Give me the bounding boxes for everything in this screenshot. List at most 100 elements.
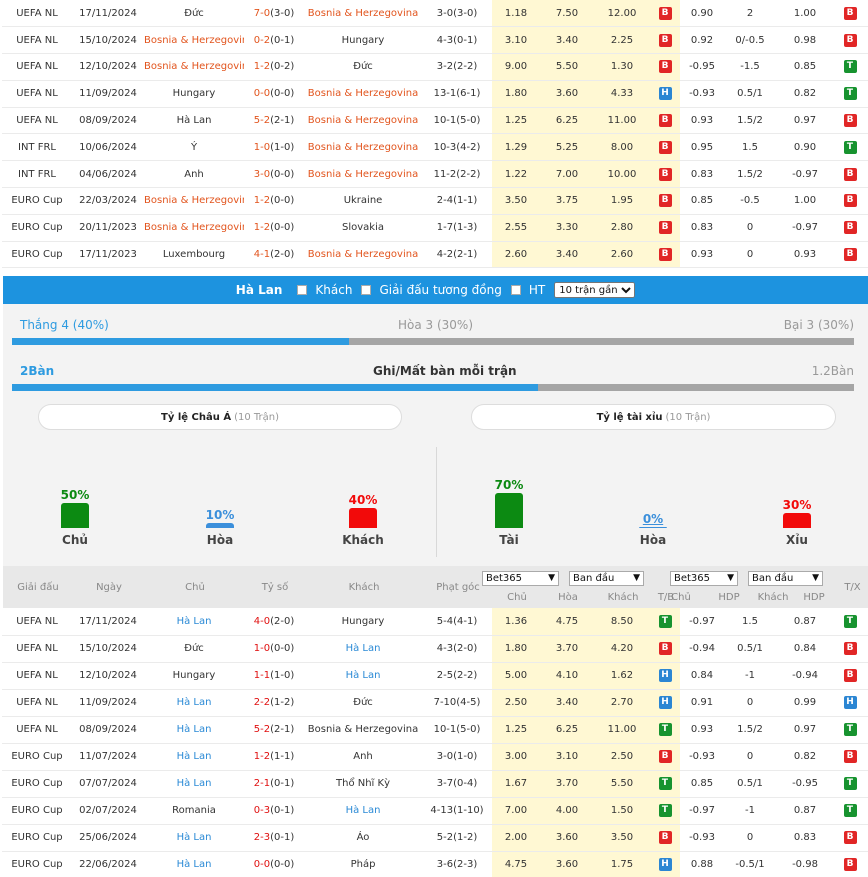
away-team-link[interactable]: Đức	[304, 53, 422, 81]
table-row[interactable]: EURO Cup 22/06/2024 Hà Lan 0-0(0-0) Pháp 3-6(…	[2, 851, 868, 877]
home-team-link[interactable]: Hà Lan	[144, 770, 244, 798]
score-cell: 0-0(0-0)	[244, 851, 304, 877]
score-cell: 1-2(0-0)	[244, 187, 304, 215]
ht-checkbox[interactable]	[510, 285, 521, 295]
home-team-link[interactable]: Bosnia & Herzegovina	[144, 26, 244, 55]
column-percent: 70%	[494, 478, 524, 492]
same-league-checkbox-label: Giải đấu tương đồng	[379, 283, 502, 297]
hdr-home: Chủ	[185, 582, 205, 593]
table-row[interactable]: EURO Cup 25/06/2024 Hà Lan 2-3(0-1) Áo 5-2(1-…	[2, 824, 868, 852]
odds-type-select-2[interactable]: Ban đầu ▼	[748, 571, 823, 586]
half-time-score: (2-0)	[270, 615, 295, 627]
odds-result-badge: B	[650, 743, 680, 771]
hdp-line-cell: 0.5/1	[724, 635, 776, 663]
away-team-link[interactable]: Bosnia & Herzegovina	[304, 241, 422, 269]
full-time-score: 0-2	[253, 34, 271, 46]
result-badge: B	[658, 60, 672, 74]
home-team-link[interactable]: Hà Lan	[144, 851, 244, 877]
away-team-link[interactable]: Bosnia & Herzegovina	[304, 107, 422, 135]
league-cell: UEFA NL	[2, 662, 72, 690]
table-row[interactable]: EURO Cup 22/03/2024 Bosnia & Herzegovina 1-…	[2, 187, 868, 215]
away-team-link[interactable]: Hà Lan	[304, 662, 422, 690]
odds-home-cell: 2.50	[492, 689, 540, 717]
score-cell: 1-1(1-0)	[244, 662, 304, 690]
home-team-link[interactable]: Hà Lan	[144, 689, 244, 717]
home-team-link[interactable]: Anh	[144, 160, 244, 189]
away-team-link[interactable]: Bosnia & Herzegovina	[304, 133, 422, 162]
away-team-link[interactable]: Bosnia & Herzegovina	[304, 160, 422, 189]
table-row[interactable]: UEFA NL 15/10/2024 Bosnia & Herzegovina 0-2…	[2, 26, 868, 55]
recent-matches-select[interactable]: 10 trận gần	[554, 282, 636, 298]
table-row[interactable]: UEFA NL 11/09/2024 Hà Lan 2-2(1-2) Đức 7-10(4…	[2, 689, 868, 717]
home-team-link[interactable]: Bosnia & Herzegovina	[144, 187, 244, 215]
away-team-link[interactable]: Hungary	[304, 26, 422, 55]
home-team-link[interactable]: Hà Lan	[144, 608, 244, 636]
hdp-result-badge: B	[834, 0, 866, 28]
hdp-home-cell: 0.90	[680, 0, 724, 28]
corner-cell: 3-0(3-0)	[422, 0, 492, 28]
home-team-link[interactable]: Hà Lan	[144, 107, 244, 135]
table-row[interactable]: INT FRL 04/06/2024 Anh 3-0(0-0) Bosnia & Her…	[2, 160, 868, 189]
home-team-link[interactable]: Đức	[144, 635, 244, 663]
home-team-link[interactable]: Bosnia & Herzegovina	[144, 214, 244, 242]
league-cell: EURO Cup	[2, 743, 72, 771]
odds-type-select-1[interactable]: Ban đầu ▼	[569, 571, 644, 586]
table-row[interactable]: UEFA NL 15/10/2024 Đức 1-0(0-0) Hà Lan 4-3(2-…	[2, 635, 868, 663]
table-row[interactable]: EURO Cup 07/07/2024 Hà Lan 2-1(0-1) Thổ Nhĩ …	[2, 770, 868, 798]
stats-panel	[3, 304, 868, 566]
away-team-link[interactable]: Bosnia & Herzegovina	[304, 0, 422, 28]
same-league-checkbox[interactable]	[361, 285, 372, 295]
table-row[interactable]: UEFA NL 17/11/2024 Đức 7-0(3-0) Bosnia & Her…	[2, 0, 868, 28]
away-team-link[interactable]: Thổ Nhĩ Kỳ	[304, 770, 422, 798]
hdp-result-badge: B	[834, 824, 866, 852]
result-badge: H	[658, 87, 672, 101]
away-team-link[interactable]: Anh	[304, 743, 422, 771]
home-team-link[interactable]: Hà Lan	[144, 743, 244, 771]
table-row[interactable]: UEFA NL 12/10/2024 Hungary 1-1(1-0) Hà Lan 2-…	[2, 662, 868, 690]
table-row[interactable]: EURO Cup 11/07/2024 Hà Lan 1-2(1-1) Anh 3-0(1…	[2, 743, 868, 771]
home-team-link[interactable]: Hungary	[144, 80, 244, 108]
home-team-link[interactable]: Hungary	[144, 662, 244, 690]
away-team-link[interactable]: Hà Lan	[304, 635, 422, 663]
table-row[interactable]: UEFA NL 08/09/2024 Hà Lan 5-2(2-1) Bosnia & …	[2, 107, 868, 135]
home-team-link[interactable]: Đức	[144, 0, 244, 28]
home-team-link[interactable]: Romania	[144, 797, 244, 825]
win-bar	[12, 338, 349, 345]
away-team-link[interactable]: Slovakia	[304, 214, 422, 242]
ou-result-badge: T	[866, 824, 868, 852]
bookmaker-select-1[interactable]: Bet365 ▼	[482, 571, 559, 586]
table-row[interactable]: EURO Cup 17/11/2023 Luxembourg 4-1(2-0) Bosn…	[2, 241, 868, 269]
table-row[interactable]: UEFA NL 08/09/2024 Hà Lan 5-2(2-1) Bosnia & …	[2, 716, 868, 744]
odds-draw-cell: 5.25	[540, 133, 594, 162]
ou-result-badge: T	[866, 797, 868, 825]
hdp-home-cell: 0.85	[680, 187, 724, 215]
home-team-link[interactable]: Hà Lan	[144, 716, 244, 744]
hdp-result-badge: B	[834, 187, 866, 215]
away-team-link[interactable]: Áo	[304, 824, 422, 852]
table-row[interactable]: UEFA NL 12/10/2024 Bosnia & Herzegovina 1-2…	[2, 53, 868, 81]
away-team-link[interactable]: Bosnia & Herzegovina	[304, 716, 422, 744]
odds-away-cell: 2.70	[594, 689, 650, 717]
away-team-link[interactable]: Đức	[304, 689, 422, 717]
date-cell: 12/10/2024	[72, 53, 144, 81]
home-team-link[interactable]: Luxembourg	[144, 241, 244, 269]
table-row[interactable]: INT FRL 10/06/2024 Ý 1-0(1-0) Bosnia & Herze…	[2, 133, 868, 162]
away-team-link[interactable]: Pháp	[304, 851, 422, 877]
table-row[interactable]: EURO Cup 02/07/2024 Romania 0-3(0-1) Hà Lan 4…	[2, 797, 868, 825]
home-team-link[interactable]: Ý	[144, 133, 244, 162]
result-badge: B	[843, 6, 857, 20]
table-row[interactable]: UEFA NL 17/11/2024 Hà Lan 4-0(2-0) Hungary 5-…	[2, 608, 868, 636]
date-cell: 10/06/2024	[72, 133, 144, 162]
home-team-link[interactable]: Bosnia & Herzegovina	[144, 53, 244, 81]
away-team-link[interactable]: Hungary	[304, 608, 422, 636]
home-team-link[interactable]: Hà Lan	[144, 824, 244, 852]
table-row[interactable]: UEFA NL 11/09/2024 Hungary 0-0(0-0) Bosnia &…	[2, 80, 868, 108]
away-team-link[interactable]: Bosnia & Herzegovina	[304, 80, 422, 108]
away-team-link[interactable]: Hà Lan	[304, 797, 422, 825]
result-badge: T	[843, 60, 857, 74]
away-team-link[interactable]: Ukraine	[304, 187, 422, 215]
table-row[interactable]: EURO Cup 20/11/2023 Bosnia & Herzegovina 1-…	[2, 214, 868, 242]
bookmaker-select-2[interactable]: Bet365 ▼	[670, 571, 738, 586]
league-cell: UEFA NL	[2, 716, 72, 744]
away-checkbox[interactable]	[297, 285, 308, 295]
